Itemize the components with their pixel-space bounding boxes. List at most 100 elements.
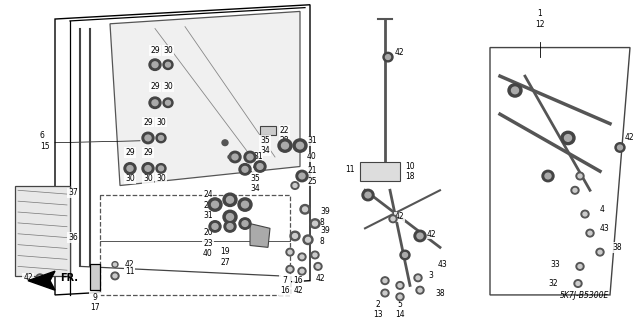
- Text: 24
26
31: 24 26 31: [203, 190, 212, 220]
- Circle shape: [292, 234, 298, 238]
- Circle shape: [310, 219, 320, 228]
- Circle shape: [383, 52, 393, 62]
- Circle shape: [242, 166, 248, 172]
- Circle shape: [578, 174, 582, 178]
- Circle shape: [113, 274, 117, 278]
- Text: 29: 29: [143, 117, 153, 126]
- Circle shape: [381, 277, 389, 284]
- Circle shape: [166, 62, 170, 67]
- Circle shape: [365, 192, 371, 198]
- Circle shape: [305, 237, 310, 242]
- Circle shape: [545, 173, 551, 179]
- Text: 11: 11: [125, 267, 134, 276]
- Text: 31
41: 31 41: [253, 152, 262, 172]
- Text: 30: 30: [156, 117, 166, 126]
- Circle shape: [362, 189, 374, 201]
- Circle shape: [618, 145, 623, 150]
- Circle shape: [112, 262, 118, 267]
- Text: 6
15: 6 15: [40, 131, 50, 150]
- Text: 7
16: 7 16: [280, 276, 290, 295]
- Circle shape: [314, 263, 322, 270]
- Circle shape: [298, 253, 306, 261]
- Text: 4: 4: [600, 205, 605, 214]
- Circle shape: [417, 233, 423, 239]
- Text: 43: 43: [600, 224, 610, 233]
- Circle shape: [257, 164, 263, 169]
- Circle shape: [228, 155, 232, 159]
- Text: 36: 36: [68, 233, 77, 242]
- Text: 5
14: 5 14: [395, 300, 405, 319]
- Circle shape: [36, 274, 44, 282]
- FancyBboxPatch shape: [260, 125, 276, 135]
- Text: 42: 42: [427, 229, 436, 238]
- Circle shape: [303, 235, 313, 244]
- FancyBboxPatch shape: [15, 186, 70, 276]
- Circle shape: [303, 207, 307, 212]
- Circle shape: [254, 161, 266, 172]
- Text: 30: 30: [163, 82, 173, 91]
- Circle shape: [232, 154, 238, 160]
- Circle shape: [244, 151, 256, 163]
- Circle shape: [241, 201, 248, 208]
- Circle shape: [312, 221, 317, 226]
- Circle shape: [398, 284, 402, 287]
- Circle shape: [561, 131, 575, 145]
- Circle shape: [400, 250, 410, 260]
- Circle shape: [224, 221, 236, 232]
- Text: 5K7J-B5300E: 5K7J-B5300E: [560, 291, 609, 300]
- Circle shape: [586, 229, 594, 237]
- Circle shape: [211, 201, 218, 208]
- Text: 30: 30: [156, 174, 166, 183]
- Text: 19
27: 19 27: [220, 247, 230, 267]
- Circle shape: [583, 212, 587, 216]
- Text: 37: 37: [68, 188, 77, 197]
- Circle shape: [293, 139, 307, 152]
- Circle shape: [403, 252, 408, 257]
- Circle shape: [38, 276, 42, 280]
- Polygon shape: [28, 271, 55, 290]
- Text: 9
17: 9 17: [90, 293, 100, 312]
- Circle shape: [145, 135, 151, 141]
- Circle shape: [573, 188, 577, 192]
- Circle shape: [391, 217, 395, 221]
- Circle shape: [227, 213, 234, 220]
- Text: 3: 3: [428, 271, 433, 280]
- Text: 11: 11: [346, 165, 355, 174]
- Circle shape: [571, 187, 579, 194]
- Text: 42: 42: [625, 133, 635, 142]
- Circle shape: [212, 224, 218, 229]
- Text: 42: 42: [316, 274, 326, 283]
- Text: 29: 29: [150, 46, 160, 55]
- Text: 35
34: 35 34: [260, 136, 269, 155]
- Circle shape: [396, 282, 404, 289]
- Circle shape: [286, 248, 294, 256]
- Polygon shape: [110, 12, 300, 186]
- Text: 39
8: 39 8: [320, 207, 330, 227]
- Circle shape: [282, 142, 289, 149]
- Polygon shape: [100, 195, 290, 295]
- Circle shape: [208, 198, 222, 211]
- Circle shape: [511, 87, 518, 94]
- Circle shape: [209, 221, 221, 232]
- Text: 42: 42: [395, 212, 404, 221]
- Circle shape: [588, 231, 592, 235]
- Circle shape: [615, 143, 625, 152]
- Text: 35
34: 35 34: [250, 174, 260, 193]
- Circle shape: [156, 133, 166, 143]
- Text: 40: 40: [307, 153, 317, 162]
- Circle shape: [576, 282, 580, 285]
- Circle shape: [286, 266, 294, 273]
- Text: 21
25: 21 25: [307, 166, 317, 186]
- Circle shape: [227, 196, 234, 203]
- Circle shape: [313, 253, 317, 257]
- Circle shape: [300, 269, 304, 273]
- Text: 10
18: 10 18: [405, 162, 415, 181]
- Circle shape: [238, 198, 252, 211]
- Circle shape: [299, 173, 305, 179]
- Circle shape: [142, 132, 154, 144]
- Text: 30: 30: [163, 46, 173, 55]
- Circle shape: [152, 100, 158, 106]
- Text: 39
8: 39 8: [320, 226, 330, 246]
- Circle shape: [414, 230, 426, 242]
- Circle shape: [111, 272, 119, 280]
